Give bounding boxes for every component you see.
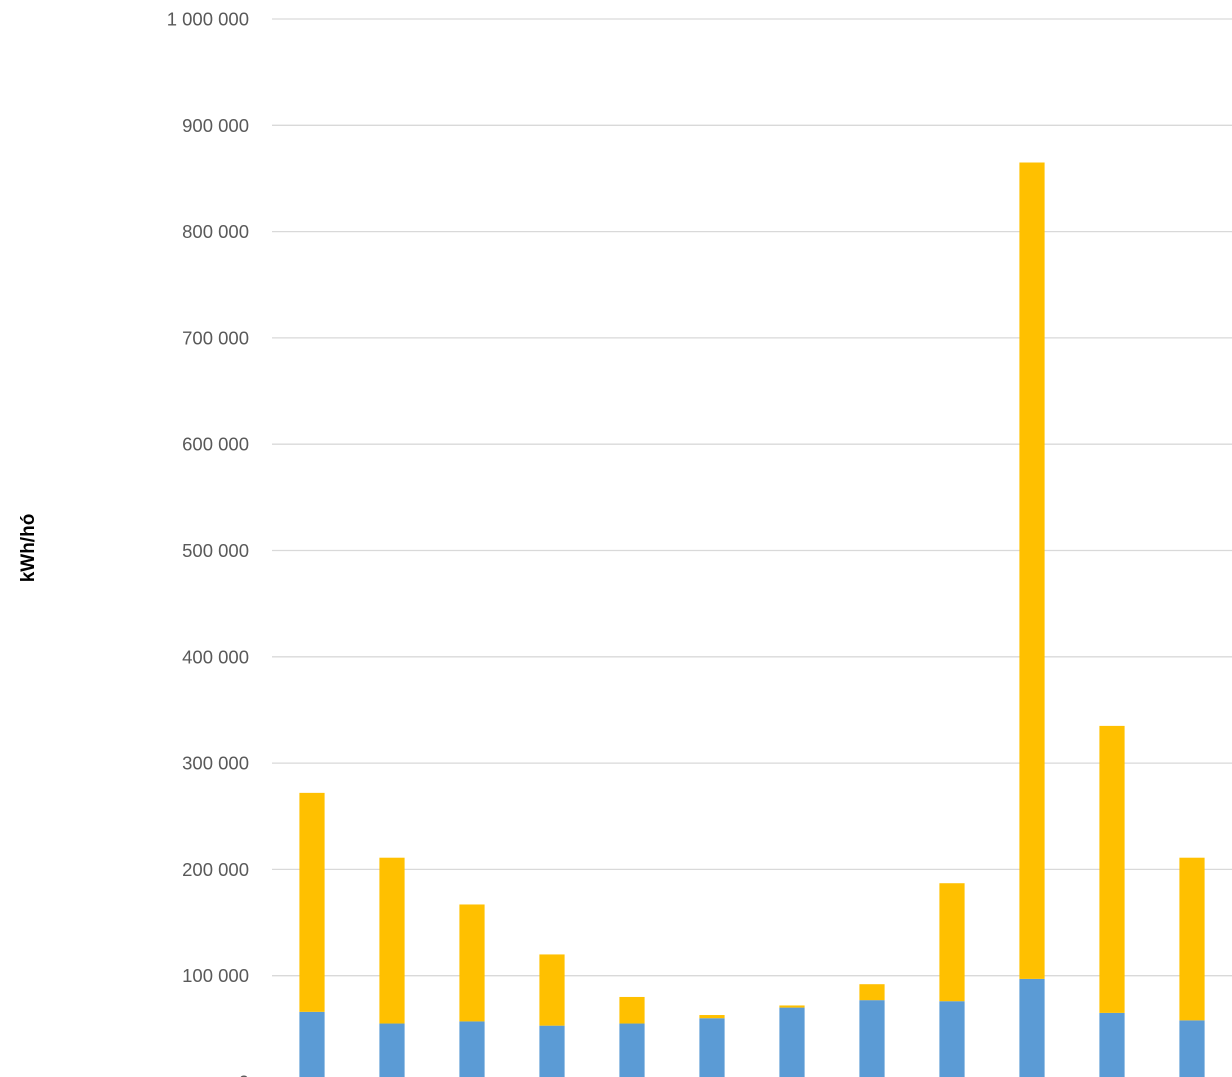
bar-segment-series-2 [859, 984, 885, 1001]
y-tick-label: 300 000 [182, 753, 249, 774]
bar-segment-series-2 [939, 883, 965, 1002]
bar-segment-series-2 [379, 857, 405, 1024]
bar-segment-series-2 [459, 904, 485, 1022]
y-tick-label: 500 000 [182, 540, 249, 561]
bar-segment-series-1 [779, 1007, 805, 1077]
bar-segment-series-1 [539, 1025, 565, 1077]
y-axis-title: kWh/hó [18, 514, 39, 583]
y-tick-label: 600 000 [182, 434, 249, 455]
bar-segment-series-2 [539, 954, 565, 1026]
bar-segment-series-2 [779, 1005, 805, 1008]
y-tick-label: 100 000 [182, 965, 249, 986]
bar-segment-series-1 [859, 1000, 885, 1077]
y-tick-label: 0 [239, 1072, 249, 1077]
y-tick-label: 800 000 [182, 221, 249, 242]
bar-segment-series-2 [1099, 725, 1125, 1013]
bar-segment-series-2 [1179, 857, 1205, 1021]
bar-segment-series-1 [1099, 1012, 1125, 1077]
bar-segment-series-1 [379, 1023, 405, 1077]
bar-segment-series-1 [299, 1011, 325, 1077]
bar-segment-series-1 [1019, 978, 1045, 1077]
bar-segment-series-2 [1019, 162, 1045, 979]
gridlines [272, 18, 1232, 977]
y-tick-label: 400 000 [182, 646, 249, 667]
bar-segment-series-1 [459, 1021, 485, 1077]
bar-segment-series-1 [699, 1018, 725, 1077]
y-tick-label: 700 000 [182, 327, 249, 348]
bar-segment-series-2 [619, 996, 645, 1024]
bar-segment-series-1 [939, 1001, 965, 1077]
y-tick-label: 200 000 [182, 859, 249, 880]
bar-segment-series-2 [299, 792, 325, 1012]
y-tick-label: 900 000 [182, 115, 249, 136]
bar-segment-series-1 [1179, 1020, 1205, 1077]
bars [299, 162, 1205, 1077]
bar-segment-series-2 [699, 1015, 725, 1019]
bar-segment-series-1 [619, 1023, 645, 1077]
y-axis-tick-labels: 0 100 000 200 000 300 000 400 000 500 000 600 … [167, 9, 249, 1077]
y-tick-label: 1 000 000 [167, 9, 249, 30]
